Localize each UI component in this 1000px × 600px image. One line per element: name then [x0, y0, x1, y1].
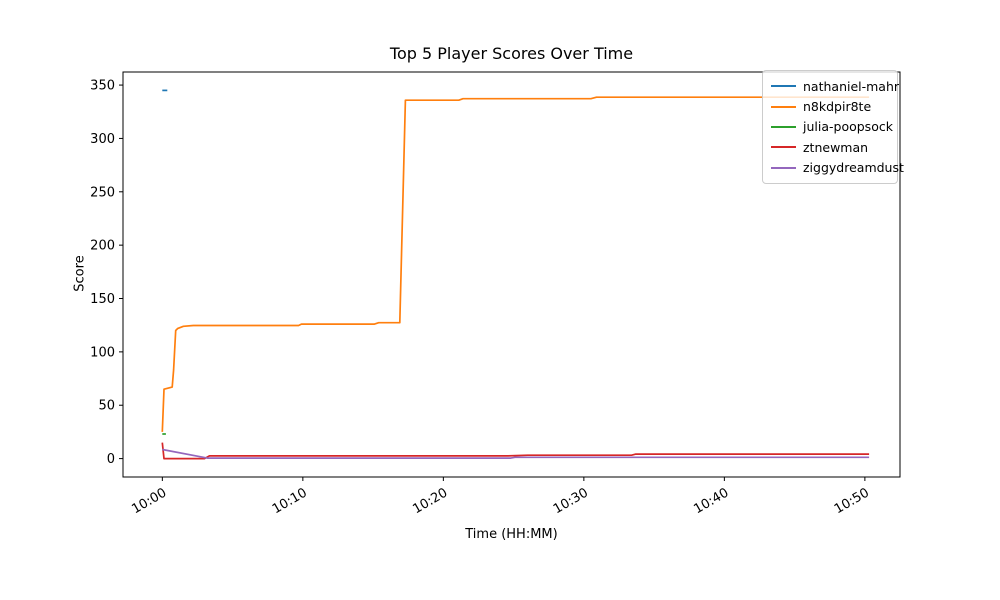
legend-line-swatch — [771, 125, 796, 128]
y-tick-label: 250 — [90, 185, 115, 200]
x-tick-label: 10:00 — [129, 485, 169, 517]
series-line-n8kdpir8te — [161, 96, 870, 432]
series-line-ziggydreamdust — [162, 448, 870, 459]
y-tick-label: 50 — [98, 399, 115, 414]
legend-line-swatch — [771, 146, 796, 149]
legend-label: ziggydreamdust — [803, 160, 904, 176]
legend-entry: n8kdpir8te — [771, 96, 890, 116]
legend-entry: ziggydreamdust — [771, 158, 904, 178]
legend-label: ztnewman — [803, 139, 869, 155]
legend-label: nathaniel-mahr — [803, 78, 900, 94]
y-tick-label: 150 — [90, 292, 115, 307]
x-tick-label: 10:40 — [691, 485, 731, 517]
legend-line-swatch — [771, 105, 796, 108]
series-line-ztnewman — [161, 442, 870, 460]
legend-label: n8kdpir8te — [803, 99, 872, 115]
y-tick-label: 0 — [107, 452, 115, 467]
axes-frame — [122, 71, 901, 478]
legend-entry: nathaniel-mahr — [771, 76, 899, 96]
x-tick-label: 10:30 — [551, 485, 591, 517]
x-tick-label: 10:50 — [832, 485, 872, 517]
y-tick-label: 200 — [90, 239, 115, 254]
x-axis-label: Time (HH:MM) — [465, 527, 558, 542]
legend-line-swatch — [771, 166, 796, 169]
legend-label: julia-poopsock — [803, 119, 893, 135]
legend-entry: julia-poopsock — [771, 117, 893, 137]
y-axis-label: Score — [72, 255, 88, 292]
chart-title: Top 5 Player Scores Over Time — [389, 44, 634, 63]
legend-entry: ztnewman — [771, 137, 890, 157]
y-tick-label: 100 — [90, 345, 115, 360]
y-tick-label: 300 — [90, 132, 115, 147]
x-tick-label: 10:10 — [270, 485, 310, 517]
x-tick-label: 10:20 — [410, 485, 450, 517]
legend-line-swatch — [771, 85, 796, 88]
y-tick-label: 350 — [90, 79, 115, 94]
legend: nathaniel-mahr n8kdpir8te julia-poopsock… — [762, 70, 904, 184]
